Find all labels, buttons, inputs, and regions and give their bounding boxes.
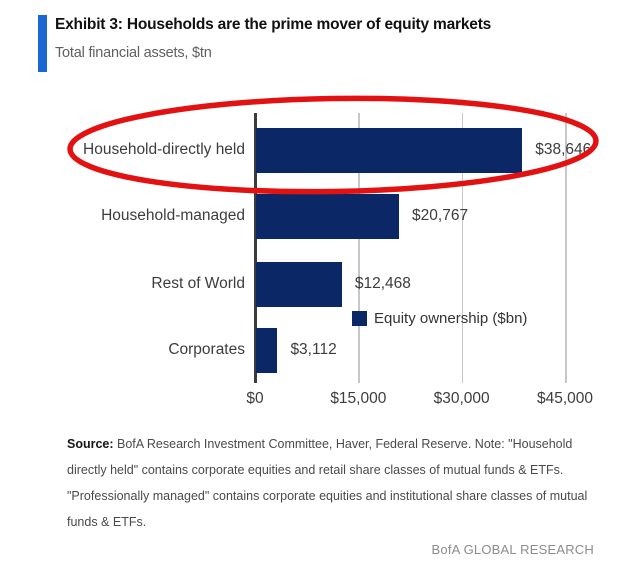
source-line: directly held" contains corporate equiti… bbox=[67, 463, 564, 477]
gridline bbox=[565, 113, 567, 383]
gridline bbox=[358, 113, 360, 383]
source-note: Source: BofA Research Investment Committ… bbox=[67, 431, 607, 535]
source-line: Source: BofA Research Investment Committ… bbox=[67, 431, 607, 457]
chart-plot: $0 $15,000 $30,000 $45,000 Household-directl… bbox=[83, 113, 594, 407]
bofa-global-research-brand: BofA GLOBAL RESEARCH bbox=[431, 542, 594, 557]
category-label: Household-managed bbox=[101, 207, 245, 224]
x-axis-tick-label: $45,000 bbox=[536, 390, 594, 407]
category-label: Household-directly held bbox=[83, 141, 245, 158]
bar-value-label: $38,646 bbox=[535, 141, 592, 158]
chart-legend: Equity ownership ($bn) bbox=[352, 310, 527, 327]
bar-value-label: $3,112 bbox=[290, 341, 337, 358]
source-line: "Professionally managed" contains corpor… bbox=[67, 489, 588, 503]
category-label: Corporates bbox=[168, 341, 245, 358]
legend-label: Equity ownership ($bn) bbox=[374, 310, 528, 327]
category-label: Rest of World bbox=[151, 275, 245, 292]
x-axis-tick-label: $0 bbox=[246, 390, 264, 407]
source-line: funds & ETFs. bbox=[67, 515, 147, 529]
bar-corporates bbox=[256, 328, 278, 373]
bar-value-label: $12,468 bbox=[354, 275, 411, 292]
legend-swatch-icon bbox=[352, 311, 367, 326]
bar-rest-of-world bbox=[256, 262, 342, 307]
x-axis-tick-label: $30,000 bbox=[433, 390, 490, 407]
y-axis-line bbox=[254, 113, 257, 383]
source-line-text: BofA Research Investment Committee, Have… bbox=[113, 437, 573, 451]
bar-value-label: $20,767 bbox=[412, 207, 469, 224]
source-label: Source: bbox=[67, 437, 114, 451]
bar-household-directly-held bbox=[256, 128, 523, 173]
bar-household-managed bbox=[256, 194, 400, 239]
title-accent-bar bbox=[38, 15, 47, 72]
x-axis-tick-label: $15,000 bbox=[330, 390, 387, 407]
exhibit-subtitle: Total financial assets, $tn bbox=[55, 45, 212, 61]
gridline bbox=[461, 113, 464, 383]
exhibit-title: Exhibit 3: Households are the prime move… bbox=[55, 16, 492, 33]
